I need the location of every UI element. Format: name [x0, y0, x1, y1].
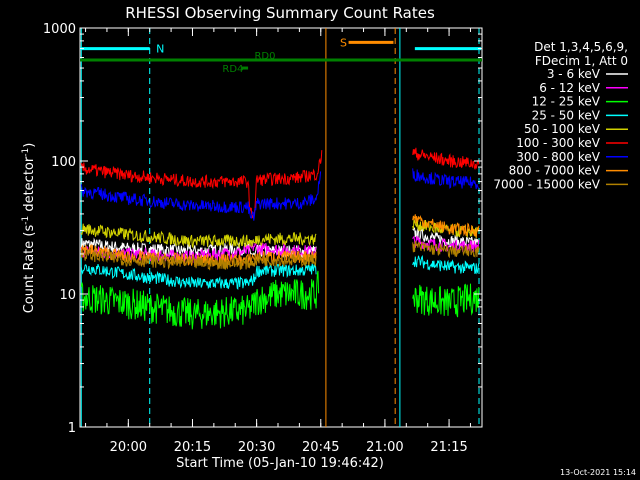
x-tick-label-3: 20:45 [302, 440, 339, 455]
series-6-pre [80, 171, 322, 221]
x-tick-label-2: 20:30 [238, 440, 275, 455]
y-tick-label-3: 1000 [43, 22, 76, 37]
y-axis-label-sup2: -1 [21, 148, 31, 157]
legend-label-1: 6 - 12 keV [539, 81, 601, 95]
night-label: N [156, 43, 164, 56]
legend-header-line2: FDecim 1, Att 0 [535, 54, 628, 68]
x-tick-label-0: 20:00 [110, 440, 147, 455]
y-tick-label-1: 10 [59, 288, 76, 303]
series-5-pre [80, 150, 323, 219]
series-1-post [412, 235, 480, 255]
series-2-post [412, 283, 480, 318]
series-group [80, 147, 480, 330]
series-8-pre [80, 247, 317, 271]
legend-label-6: 300 - 800 keV [516, 150, 600, 164]
axes-ticks: 20:00 20:15 20:30 20:45 21:00 21:15 1 10 100 1000 [43, 22, 482, 455]
series-6-post [412, 168, 480, 190]
saa-label: S [340, 36, 347, 49]
series-1-pre [80, 241, 317, 264]
y-axis-label-end: ) [22, 143, 37, 148]
series-3-pre [80, 262, 317, 290]
y-axis-label-main: Count Rate (s [22, 225, 37, 314]
legend-label-5: 100 - 300 keV [516, 136, 600, 150]
series-0-post [412, 226, 480, 250]
legend-label-3: 25 - 50 keV [532, 108, 601, 122]
series-4-pre [80, 223, 317, 249]
legend-label-8: 7000 - 15000 keV [493, 177, 600, 191]
flag-bars: N S RD0 RD4 [80, 36, 482, 75]
x-tick-label-5: 21:15 [430, 440, 467, 455]
y-tick-label-2: 100 [51, 155, 76, 170]
timestamp: 13-Oct-2021 15:14 [560, 468, 636, 477]
x-tick-label-4: 21:00 [366, 440, 403, 455]
y-axis-label-sup1: -1 [21, 216, 31, 225]
marker-lines [80, 28, 480, 427]
y-tick-label-0: 1 [68, 421, 76, 436]
rd4-label: RD4 [222, 64, 243, 75]
x-axis-label: Start Time (05-Jan-10 19:46:42) [176, 456, 384, 471]
legend-label-7: 800 - 7000 keV [509, 164, 601, 178]
chart-title: RHESSI Observing Summary Count Rates [125, 4, 435, 22]
legend-label-4: 50 - 100 keV [524, 122, 601, 136]
plot-frame [79, 27, 483, 428]
series-5-post [412, 147, 480, 171]
legend-label-2: 12 - 25 keV [532, 95, 601, 109]
series-3-post [412, 254, 480, 275]
x-tick-label-1: 20:15 [174, 440, 211, 455]
series-2-pre [80, 270, 320, 330]
legend-label-0: 3 - 6 keV [547, 67, 601, 81]
series-8-post [412, 240, 480, 259]
legend-header-line1: Det 1,3,4,5,6,9, [534, 40, 628, 54]
series-7-post [412, 214, 480, 238]
rd0-label: RD0 [254, 51, 275, 62]
y-axis-label: Count Rate (s-1 detector-1) [21, 143, 37, 314]
legend: Det 1,3,4,5,6,9, FDecim 1, Att 0 3 - 6 k… [493, 40, 628, 191]
y-axis-label-mid: detector [22, 156, 37, 216]
